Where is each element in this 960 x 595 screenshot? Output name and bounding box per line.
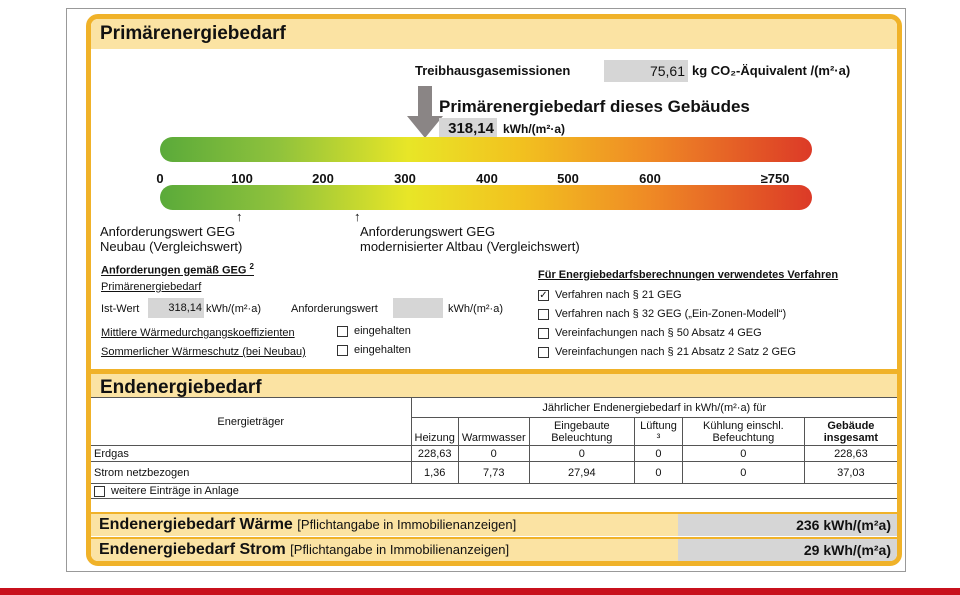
scale-tick: 500 xyxy=(557,171,579,186)
carrier-header: Energieträger xyxy=(91,397,412,446)
value-cell: 37,03 xyxy=(803,461,897,484)
ist-label: Ist-Wert xyxy=(101,303,140,315)
neubau-marker-icon: ↑ xyxy=(236,209,243,224)
sommer-label: Sommerlicher Wärmeschutz (bei Neubau) xyxy=(101,346,306,358)
scale-tick: 600 xyxy=(639,171,661,186)
waerme-value: 236 kWh/(m²a) xyxy=(678,514,897,536)
scale-tick: 0 xyxy=(156,171,164,186)
waerme-koeff-label: Mittlere Wärmedurchgangskoeffizienten xyxy=(101,327,295,339)
carrier-cell: Strom netzbezogen xyxy=(91,461,412,484)
endenergie-table: Energieträger Jährlicher Endenergiebedarf… xyxy=(91,397,897,499)
anforderungen-title-text: Anforderungen gemäß GEG xyxy=(101,264,247,277)
anf-label: Anforderungswert xyxy=(291,303,378,315)
value-cell: 1,36 xyxy=(410,461,459,484)
ist-unit: kWh/(m²·a) xyxy=(206,303,261,315)
waerme-summary: Endenergiebedarf Wärme [Pflichtangabe in… xyxy=(91,512,897,536)
checkbox[interactable] xyxy=(94,485,105,497)
anf-value xyxy=(393,298,443,318)
value-cell: 0 xyxy=(681,445,805,462)
neubau-label-2: Neubau (Vergleichswert) xyxy=(100,239,243,254)
treibhaus-unit: kg CO₂-Äquivalent /(m²·a) xyxy=(692,63,851,78)
enden-title: Endenergiebedarf xyxy=(91,369,897,398)
verfahren-option-label: Vereinfachungen nach § 21 Absatz 2 Satz … xyxy=(555,346,796,358)
strom-title: Endenergiebedarf Strom xyxy=(99,541,286,558)
altbau-label-1: Anforderungswert GEG xyxy=(360,224,496,239)
table-row: Strom netzbezogen 1,36 7,73 27,94 0 0 37,03 xyxy=(91,461,897,484)
checkbox[interactable] xyxy=(538,346,549,358)
anf-unit: kWh/(m²·a) xyxy=(448,303,503,315)
checkbox[interactable] xyxy=(337,344,348,356)
value-cell: 0 xyxy=(681,461,805,484)
gebaeude-label: Primärenergiebedarf dieses Gebäudes xyxy=(439,97,750,116)
checkbox[interactable]: ✓ xyxy=(538,289,549,301)
gebaeude-value: 318,14 xyxy=(439,118,497,140)
primaer-sub: Primärenergiebedarf xyxy=(101,281,202,293)
scale-tick: 300 xyxy=(394,171,416,186)
value-cell: 0 xyxy=(633,445,683,462)
primaer-title: Primärenergiebedarf xyxy=(91,19,897,49)
weitere-row: weitere Einträge in Anlage xyxy=(91,483,897,499)
footnote-2: 2 xyxy=(249,262,254,271)
waerme-koeff-check[interactable]: eingehalten xyxy=(337,325,411,337)
altbau-marker-icon: ↑ xyxy=(354,209,361,224)
scale-bar-bottom xyxy=(160,185,812,210)
checkbox[interactable] xyxy=(538,327,549,339)
treibhaus-value: 75,61 xyxy=(604,60,688,82)
verfahren-option-label: Vereinfachungen nach § 50 Absatz 4 GEG xyxy=(555,327,762,339)
value-cell: 228,63 xyxy=(803,445,897,462)
bottom-red-bar xyxy=(0,588,960,595)
waerme-note: [Pflichtangabe in Immobilienanzeigen] xyxy=(297,517,517,532)
neubau-label-1: Anforderungswert GEG xyxy=(100,224,236,239)
gebaeude-unit: kWh/(m²·a) xyxy=(503,122,565,136)
checkbox[interactable] xyxy=(337,325,348,337)
value-cell: 228,63 xyxy=(410,445,459,462)
anforderungen-title: Anforderungen gemäß GEG 2 xyxy=(101,262,254,277)
strom-note: [Pflichtangabe in Immobilienanzeigen] xyxy=(290,542,510,557)
column-header: Lüftung ³ xyxy=(633,417,683,446)
scale-tick: 200 xyxy=(312,171,334,186)
column-header: Warmwasser xyxy=(457,417,530,446)
value-cell: 0 xyxy=(457,445,530,462)
column-header: Eingebaute Beleuchtung xyxy=(528,417,635,446)
weitere-label: weitere Einträge in Anlage xyxy=(111,485,239,497)
strom-value: 29 kWh/(m²a) xyxy=(678,539,897,561)
ist-value: 318,14 xyxy=(148,298,204,318)
value-cell: 27,94 xyxy=(528,461,635,484)
value-cell: 0 xyxy=(528,445,635,462)
altbau-label: Anforderungswert GEG modernisierter Altba… xyxy=(360,224,580,254)
verfahren-option-label: Verfahren nach § 21 GEG xyxy=(555,289,682,301)
table-row: Erdgas 228,63 0 0 0 0 228,63 xyxy=(91,445,897,462)
verfahren-option-label: Verfahren nach § 32 GEG („Ein-Zonen-Mode… xyxy=(555,308,787,320)
energy-certificate: Primärenergiebedarf Treibhausgasemission… xyxy=(86,14,902,566)
check-label: eingehalten xyxy=(354,344,411,356)
value-cell: 7,73 xyxy=(457,461,530,484)
value-cell: 0 xyxy=(633,461,683,484)
scale-tick: 100 xyxy=(231,171,253,186)
verfahren-option[interactable]: ✓ Verfahren nach § 21 GEG xyxy=(538,289,682,301)
checkbox[interactable] xyxy=(538,308,549,320)
verfahren-option[interactable]: Verfahren nach § 32 GEG („Ein-Zonen-Mode… xyxy=(538,308,786,320)
treibhaus-label: Treibhausgasemissionen xyxy=(415,63,571,78)
carrier-cell: Erdgas xyxy=(91,445,412,462)
scale-tick: ≥750 xyxy=(760,171,790,186)
check-label: eingehalten xyxy=(354,325,411,337)
column-header: Kühlung einschl. Befeuchtung xyxy=(681,417,805,446)
verfahren-option[interactable]: Vereinfachungen nach § 21 Absatz 2 Satz … xyxy=(538,346,796,358)
waerme-title: Endenergiebedarf Wärme xyxy=(99,516,293,533)
scale-bar-top xyxy=(160,137,812,162)
sommer-check[interactable]: eingehalten xyxy=(337,344,411,356)
verfahren-title: Für Energiebedarfsberechnungen verwendet… xyxy=(538,269,839,281)
strom-summary: Endenergiebedarf Strom [Pflichtangabe in… xyxy=(91,537,897,561)
neubau-label: Anforderungswert GEG Neubau (Vergleichswe… xyxy=(100,224,242,254)
column-header: Heizung xyxy=(410,417,459,446)
scale-tick: 400 xyxy=(476,171,498,186)
verfahren-option[interactable]: Vereinfachungen nach § 50 Absatz 4 GEG xyxy=(538,327,762,339)
altbau-label-2: modernisierter Altbau (Vergleichswert) xyxy=(360,239,580,254)
column-header: Gebäude insgesamt xyxy=(803,417,897,446)
indicator-arrow-icon xyxy=(407,86,443,138)
group-header: Jährlicher Endenergiebedarf in kWh/(m²·a… xyxy=(410,397,897,418)
